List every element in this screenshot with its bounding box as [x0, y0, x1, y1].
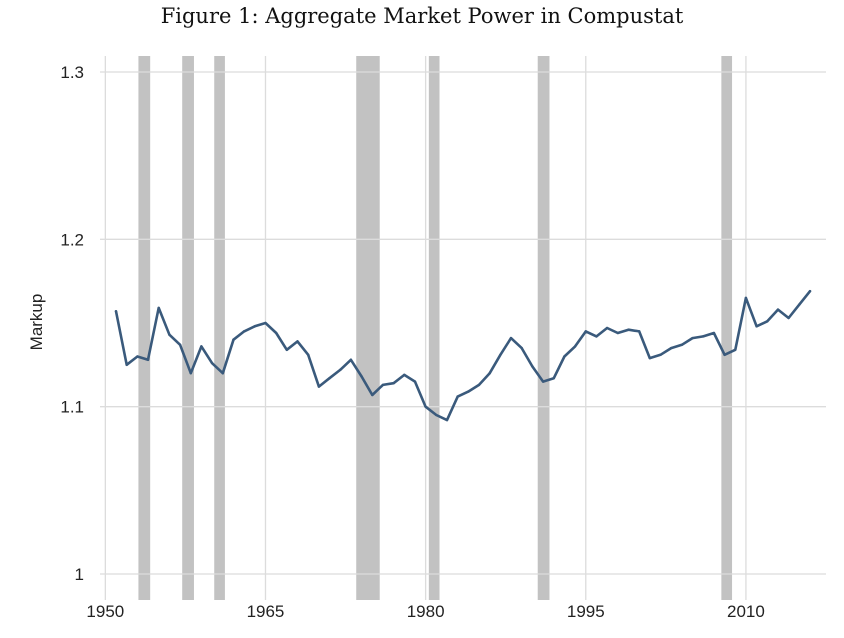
- data-point-1991: [541, 380, 545, 383]
- y-tick-label: 1: [75, 565, 84, 584]
- data-point-1992: [552, 377, 555, 380]
- data-point-1994: [573, 345, 577, 348]
- data-point-1958: [189, 372, 192, 375]
- data-point-1985: [477, 383, 481, 387]
- x-tick-label: 1965: [247, 602, 285, 621]
- recession-band-4: [356, 56, 380, 600]
- data-point-1960: [210, 361, 214, 365]
- data-point-1980: [424, 405, 427, 408]
- data-point-1953: [136, 355, 139, 358]
- data-point-2005: [691, 336, 694, 340]
- x-tick-label: 1995: [567, 602, 605, 621]
- data-point-1998: [616, 331, 620, 335]
- data-point-1979: [413, 380, 417, 383]
- y-tick-label: 1.2: [60, 230, 84, 249]
- data-point-1971: [328, 377, 331, 380]
- data-point-1976: [381, 383, 385, 387]
- x-axis-ticks: 1950 1965 1980 1995 2010: [86, 602, 764, 621]
- data-point-2009: [734, 348, 737, 351]
- data-point-1997: [605, 326, 609, 330]
- data-point-1995: [584, 330, 587, 333]
- recession-band-6: [537, 56, 550, 600]
- data-point-1955: [157, 306, 160, 310]
- data-point-2008: [723, 353, 726, 356]
- data-point-1974: [360, 375, 363, 378]
- data-point-2012: [766, 320, 769, 323]
- y-axis-label: Markup: [27, 294, 46, 351]
- data-point-2001: [648, 356, 652, 360]
- data-point-1967: [285, 348, 289, 351]
- recession-band-2: [182, 56, 194, 600]
- grid-lines: [100, 56, 826, 600]
- data-point-1954: [146, 358, 150, 362]
- data-point-1964: [253, 325, 257, 328]
- data-point-1966: [274, 331, 278, 335]
- data-point-1969: [306, 353, 310, 356]
- data-point-1970: [317, 385, 321, 388]
- data-point-2016: [808, 290, 812, 293]
- data-point-1983: [456, 395, 459, 398]
- data-point-2002: [659, 353, 662, 356]
- data-point-2011: [755, 325, 758, 328]
- y-axis-ticks: 1 1.1 1.2 1.3: [60, 63, 84, 584]
- recession-band-3: [214, 56, 225, 600]
- recession-band-1: [138, 56, 151, 600]
- data-point-1957: [178, 343, 182, 346]
- data-point-1984: [467, 390, 470, 393]
- recession-band-5: [428, 56, 440, 600]
- data-point-1981: [435, 413, 438, 417]
- chart-title: Figure 1: Aggregate Market Power in Comp…: [160, 4, 684, 28]
- markup-series-line: [114, 289, 812, 422]
- data-point-1962: [232, 338, 235, 341]
- data-point-1977: [392, 382, 395, 385]
- data-point-1972: [339, 368, 342, 372]
- y-tick-label: 1.3: [60, 63, 84, 82]
- data-point-1956: [168, 333, 171, 336]
- data-point-1952: [125, 363, 128, 367]
- data-point-2015: [798, 303, 801, 306]
- data-point-1965: [264, 321, 267, 325]
- y-tick-label: 1.1: [60, 398, 84, 417]
- x-tick-label: 2010: [727, 602, 765, 621]
- data-point-1968: [296, 340, 299, 343]
- series-lines: [114, 289, 812, 422]
- data-point-1951: [114, 310, 118, 313]
- recession-band-7: [721, 56, 733, 600]
- data-point-2003: [669, 346, 673, 350]
- data-point-2006: [702, 335, 705, 338]
- data-point-1963: [242, 330, 246, 333]
- x-tick-label: 1950: [86, 602, 124, 621]
- data-point-1986: [488, 372, 491, 375]
- data-point-1959: [200, 345, 203, 348]
- x-tick-label: 1980: [407, 602, 445, 621]
- data-point-1982: [445, 418, 449, 422]
- data-point-1999: [627, 328, 630, 331]
- data-point-1978: [403, 373, 406, 377]
- data-point-1987: [499, 353, 502, 356]
- data-point-1989: [520, 346, 523, 350]
- data-point-2000: [637, 330, 641, 333]
- data-point-1961: [221, 372, 224, 375]
- data-point-2007: [712, 331, 716, 335]
- data-point-1993: [563, 355, 566, 358]
- data-point-1988: [509, 336, 513, 340]
- data-point-1990: [531, 365, 534, 368]
- data-point-1996: [595, 335, 598, 338]
- data-point-1973: [349, 358, 353, 362]
- data-point-2014: [787, 316, 790, 320]
- recession-bands: [138, 56, 733, 600]
- data-point-2004: [680, 343, 684, 346]
- data-point-2013: [776, 308, 780, 311]
- data-point-1975: [371, 393, 374, 397]
- data-point-2010: [744, 296, 748, 300]
